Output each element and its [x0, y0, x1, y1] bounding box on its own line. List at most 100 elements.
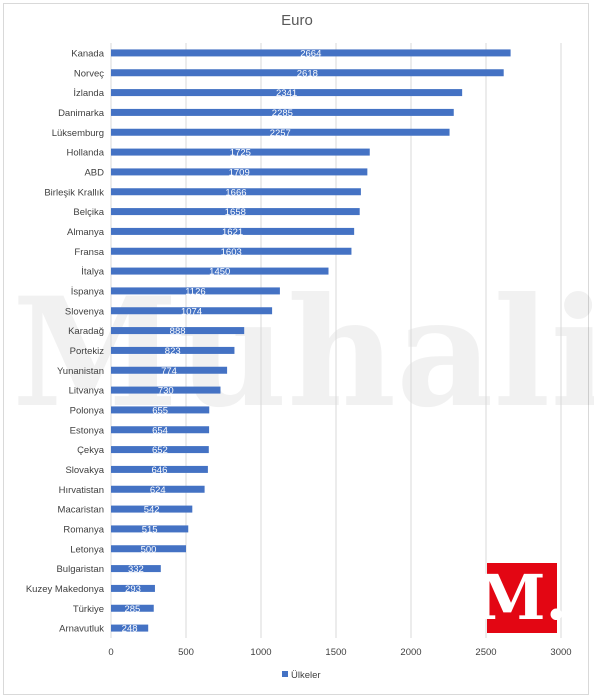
bar	[111, 247, 352, 255]
data-label: 2664	[300, 48, 321, 59]
category-label: Macaristan	[58, 505, 104, 516]
category-label: Portekiz	[70, 346, 105, 357]
data-label: 1709	[229, 167, 250, 178]
bar	[111, 69, 504, 77]
category-label: Belçika	[73, 207, 104, 218]
category-label: Kanada	[71, 48, 104, 59]
data-label: 2285	[272, 108, 293, 119]
category-label: ABD	[84, 167, 104, 178]
category-label: Romanya	[63, 524, 104, 535]
data-label: 1725	[230, 148, 251, 159]
category-label: Bulgaristan	[56, 564, 104, 575]
bar	[111, 446, 209, 454]
bar	[111, 525, 189, 533]
x-tick-label: 2000	[400, 647, 421, 658]
bar	[111, 89, 463, 97]
data-label: 2618	[297, 68, 318, 79]
data-label: 823	[165, 346, 181, 357]
data-label: 652	[152, 445, 168, 456]
category-label: Polonya	[70, 405, 105, 416]
category-label: Karadağ	[68, 326, 104, 337]
category-label: Litvanya	[69, 386, 105, 397]
data-label: 654	[152, 425, 168, 436]
x-tick-label: 2500	[475, 647, 496, 658]
category-labels: Kanada Norveç İzlanda Danimarka Lüksemburg Ho…	[26, 48, 105, 634]
category-label: Fransa	[74, 247, 104, 258]
category-label: Türkiye	[73, 604, 104, 615]
data-label: 500	[141, 544, 157, 555]
data-label: 1658	[225, 207, 246, 218]
bar	[111, 168, 368, 176]
bar	[111, 485, 205, 493]
bar	[111, 287, 280, 295]
logo: M.	[477, 561, 567, 634]
data-label: 655	[152, 405, 168, 416]
category-label: Çekya	[77, 445, 105, 456]
data-label: 542	[144, 505, 160, 516]
bar	[111, 327, 245, 335]
logo-text: M.	[477, 561, 567, 634]
bar	[111, 267, 329, 275]
data-label: 888	[170, 326, 186, 337]
data-label: 1126	[185, 286, 205, 297]
category-label: Slovakya	[65, 465, 104, 476]
bar	[111, 624, 149, 632]
category-label: Arnavutluk	[59, 624, 104, 635]
data-label: 1621	[222, 227, 243, 238]
data-label: 2257	[270, 128, 291, 139]
data-label: 774	[161, 366, 177, 377]
logo-background	[487, 563, 557, 633]
bar	[111, 584, 155, 592]
category-label: Kuzey Makedonya	[26, 584, 105, 595]
bar	[111, 386, 221, 394]
bar	[111, 49, 511, 57]
category-label: Estonya	[70, 425, 105, 436]
category-label: Norveç	[74, 68, 104, 79]
bar	[111, 406, 210, 414]
category-label: Yunanistan	[57, 366, 104, 377]
category-label: İzlanda	[73, 88, 104, 99]
bar	[111, 465, 208, 473]
gridlines	[110, 43, 562, 638]
bar	[111, 346, 235, 354]
category-label: Almanya	[67, 227, 105, 238]
data-label: 1666	[225, 187, 246, 198]
bar	[111, 148, 370, 156]
data-label: 730	[158, 386, 174, 397]
bar	[111, 307, 273, 315]
bar	[111, 227, 355, 235]
data-label: 2341	[276, 88, 297, 99]
data-label: 332	[128, 564, 144, 575]
data-label: 1074	[181, 306, 202, 317]
bar	[111, 208, 360, 216]
x-tick-label: 0	[108, 647, 113, 658]
category-label: Hollanda	[67, 148, 105, 159]
data-label: 624	[150, 485, 166, 496]
data-label: 646	[152, 465, 168, 476]
legend-label: Ülkeler	[291, 670, 321, 681]
legend-swatch	[282, 671, 288, 677]
data-label: 248	[122, 624, 138, 635]
legend: Ülkeler	[282, 670, 321, 681]
x-axis-ticks: 0 500 1000 1500 2000 2500 3000	[108, 647, 571, 658]
data-label: 1603	[221, 247, 242, 258]
x-tick-label: 1500	[325, 647, 346, 658]
bar	[111, 366, 228, 374]
category-label: İtalya	[81, 267, 104, 278]
bar	[111, 426, 210, 434]
watermark: Muhalif.	[12, 265, 594, 441]
category-label: Hırvatistan	[59, 485, 104, 496]
bar	[111, 604, 154, 612]
category-label: Danimarka	[58, 108, 105, 119]
category-label: Lüksemburg	[52, 128, 104, 139]
bar	[111, 108, 454, 116]
category-label: Letonya	[70, 544, 105, 555]
x-tick-label: 1000	[250, 647, 271, 658]
category-label: İspanya	[71, 286, 105, 297]
bar	[111, 128, 450, 136]
data-label: 515	[142, 524, 158, 535]
data-label: 1450	[209, 267, 230, 278]
bar	[111, 505, 193, 513]
